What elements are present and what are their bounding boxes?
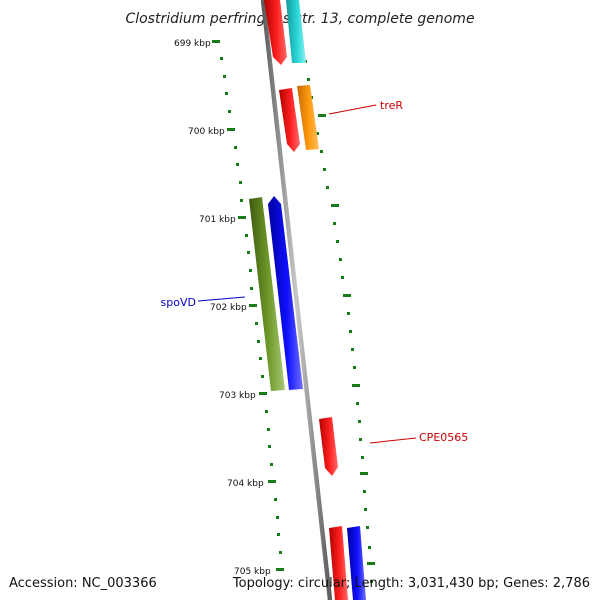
- gene-red[interactable]: [329, 526, 348, 600]
- inner-scale-ticks: [212, 40, 284, 571]
- genes: [249, 0, 366, 600]
- gene-cyan[interactable]: [286, 0, 306, 63]
- gene-orange[interactable]: [297, 85, 319, 150]
- tick-label: 704 kbp: [227, 479, 264, 489]
- gene-blue[interactable]: [347, 526, 366, 600]
- tick-label: 703 kbp: [219, 391, 256, 401]
- genome-summary-text: Topology: circular; Length: 3,031,430 bp…: [232, 576, 590, 591]
- gene-blue[interactable]: [268, 196, 303, 390]
- genome-backbone: [260, 0, 333, 600]
- gene-label-CPE0565[interactable]: CPE0565: [419, 431, 468, 444]
- label-leader: [197, 296, 246, 302]
- gene-red[interactable]: [279, 88, 300, 152]
- tick-label: 700 kbp: [188, 127, 225, 137]
- gene-red[interactable]: [264, 0, 287, 65]
- label-leader: [369, 437, 417, 444]
- tick-label: 699 kbp: [174, 39, 211, 49]
- tick-label: 705 kbp: [234, 567, 271, 577]
- accession-text: Accession: NC_003366: [9, 576, 157, 591]
- gene-olive[interactable]: [249, 197, 285, 391]
- tick-label: 701 kbp: [199, 215, 236, 225]
- tick-label: 702 kbp: [210, 303, 247, 313]
- gene-labels: treR spoVD CPE0565: [161, 99, 469, 444]
- gene-red[interactable]: [319, 417, 338, 476]
- gene-label-treR[interactable]: treR: [380, 99, 403, 112]
- tick-labels: 699 kbp 700 kbp 701 kbp 702 kbp 703 kbp …: [174, 39, 271, 577]
- gene-label-spoVD[interactable]: spoVD: [161, 296, 196, 309]
- label-leader: [328, 104, 377, 115]
